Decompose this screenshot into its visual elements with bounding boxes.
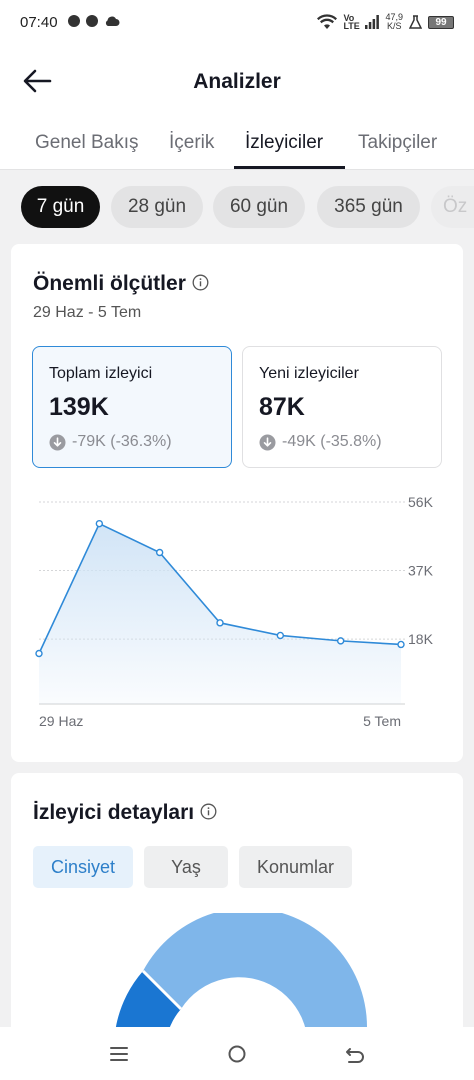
chart-data-point[interactable] (336, 637, 345, 645)
app-header: Analizler (0, 46, 474, 116)
page-title: Analizler (193, 70, 281, 93)
segment-age[interactable]: Yaş (144, 846, 228, 888)
signal-icon (365, 15, 380, 29)
y-tick-label: 18K (408, 631, 434, 647)
chip-7-days[interactable]: 7 gün (21, 186, 100, 228)
chip-365-days[interactable]: 365 gün (317, 186, 420, 228)
y-tick-label: 37K (408, 563, 434, 579)
metric-card-total-viewers[interactable]: Toplam izleyici 139K -79K (-36.3%) (32, 346, 232, 468)
chart-data-point[interactable] (95, 519, 104, 528)
y-tick-label: 56K (408, 494, 434, 510)
speed-unit: K/S (386, 21, 402, 31)
wifi-icon (317, 14, 338, 29)
status-right: Vo LTE 47,9 K/S 99 (317, 13, 454, 31)
chart-data-point[interactable] (276, 631, 285, 640)
metric-value: 139K (49, 393, 109, 421)
speed-value: 47,9 (385, 12, 403, 22)
donut-separator (141, 969, 183, 1011)
metric-change: -49K (-35.8%) (259, 433, 382, 451)
lab-flask-icon (409, 15, 422, 29)
system-nav-bar (0, 1027, 474, 1080)
network-type: Vo LTE (343, 13, 360, 31)
chart-area-fill (39, 523, 401, 704)
chart-data-point[interactable] (155, 548, 164, 557)
viewer-details-title: İzleyici detayları (33, 801, 195, 824)
status-bar: 07:40 Vo LTE 47,9 K/S 99 (0, 0, 474, 46)
cloud-icon (105, 16, 120, 26)
chip-60-days[interactable]: 60 gün (213, 186, 305, 228)
back-button[interactable] (20, 64, 54, 98)
period-selector: 7 gün 28 gün 60 gün 365 gün Öz (0, 170, 474, 244)
key-metrics-title: Önemli ölçütler (33, 272, 186, 295)
chip-28-days[interactable]: 28 gün (111, 186, 203, 228)
chart-data-point[interactable] (216, 619, 224, 627)
metric-change-text: -79K (-36.3%) (72, 433, 172, 450)
viewer-details-card: İzleyici detayları Cinsiyet Yaş Konumlar (11, 773, 463, 1073)
tab-content[interactable]: İçerik (169, 132, 215, 153)
app-notification-icon (86, 15, 98, 27)
segment-locations[interactable]: Konumlar (239, 846, 352, 888)
arrow-down-circle-icon (49, 434, 66, 450)
segment-gender[interactable]: Cinsiyet (33, 846, 133, 888)
x-tick-label: 5 Tem (363, 713, 401, 729)
active-tab-indicator (234, 166, 345, 169)
info-icon[interactable] (200, 803, 217, 820)
date-range: 29 Haz - 5 Tem (33, 304, 142, 321)
notification-icons (68, 15, 120, 27)
status-time: 07:40 (20, 14, 58, 31)
metric-change-text: -49K (-35.8%) (282, 433, 382, 450)
viewers-chart: 56K 37K 18K 29 Haz 5 Tem (35, 494, 434, 729)
key-metrics-card: Önemli ölçütler 29 Haz - 5 Tem Toplam iz… (11, 244, 463, 762)
key-metrics-heading: Önemli ölçütler (33, 272, 209, 296)
analytics-tabs: Genel Bakış İçerik İzleyiciler Takipçile… (0, 116, 474, 170)
viewer-details-heading: İzleyici detayları (33, 801, 217, 825)
metric-label: Toplam izleyici (49, 365, 153, 382)
message-icon (68, 15, 80, 27)
menu-icon[interactable] (106, 1041, 132, 1067)
home-circle-icon[interactable] (224, 1041, 250, 1067)
arrow-left-icon (23, 69, 52, 93)
metric-label: Yeni izleyiciler (259, 365, 359, 382)
back-nav-icon[interactable] (342, 1041, 368, 1067)
x-tick-label: 29 Haz (39, 713, 83, 729)
data-speed: 47,9 K/S (385, 13, 403, 31)
arrow-down-circle-icon (259, 434, 276, 450)
metric-change: -79K (-36.3%) (49, 433, 172, 451)
details-segments: Cinsiyet Yaş Konumlar (33, 846, 352, 888)
metric-card-new-viewers[interactable]: Yeni izleyiciler 87K -49K (-35.8%) (242, 346, 442, 468)
chart-data-point[interactable] (397, 640, 405, 649)
chart-data-point[interactable] (35, 649, 43, 658)
tab-followers[interactable]: Takipçiler (358, 132, 438, 153)
tab-viewers[interactable]: İzleyiciler (245, 132, 324, 153)
info-icon[interactable] (192, 274, 209, 291)
chip-custom[interactable]: Öz (431, 186, 474, 228)
battery-indicator: 99 (428, 15, 454, 29)
metric-value: 87K (259, 393, 305, 421)
tab-overview[interactable]: Genel Bakış (35, 132, 139, 153)
